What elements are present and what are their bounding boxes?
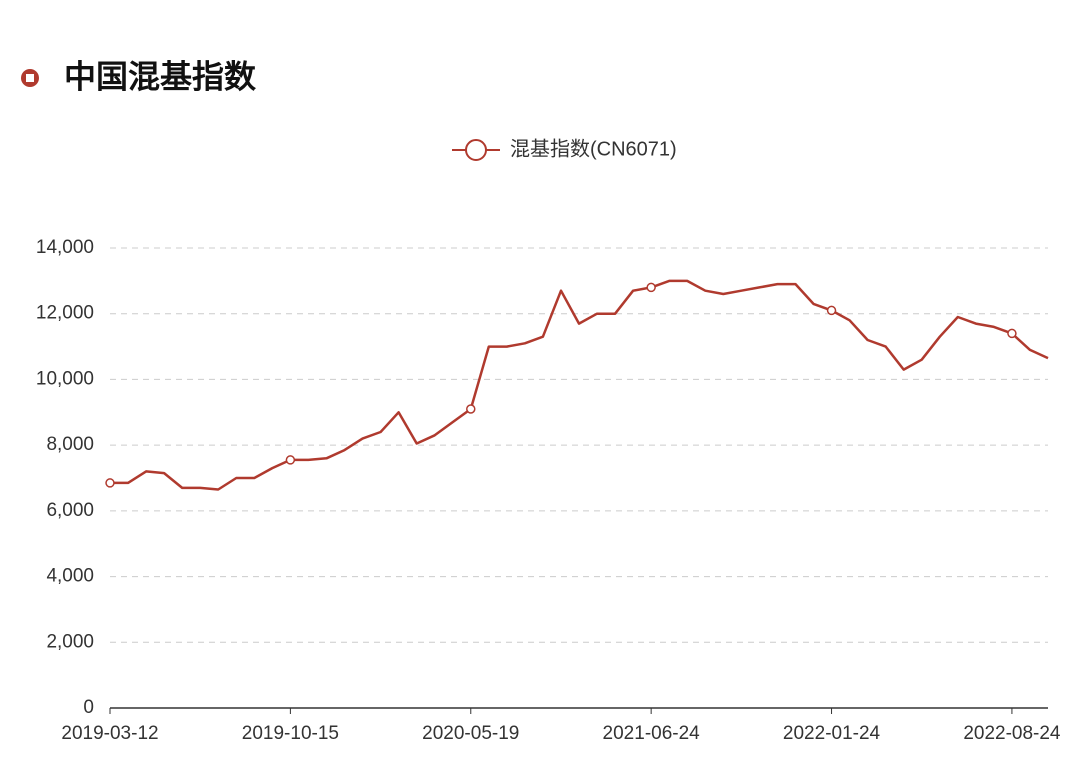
point [1007,328,1017,339]
point [466,404,476,414]
x-tick-label: 2019-03-12 [61,723,158,744]
point [285,455,296,465]
point [646,282,656,293]
x-tick-label: 2019-10-15 [242,723,339,744]
x-tick-label: 2021-06-24 [603,723,701,744]
legend-label: 混基指数(CN6071) [510,137,677,160]
legend-marker [465,139,487,161]
series-line [110,279,1049,491]
chart-title: 中国混基指数 [64,58,257,94]
y-tick-label: 4,000 [46,566,94,587]
point [105,478,115,488]
y-tick-label: 10,000 [36,368,94,389]
y-tick-label: 2,000 [46,631,94,652]
title-icon-inner [26,74,34,82]
y-tick-label: 12,000 [36,303,94,324]
y-tick-label: 6,000 [46,500,94,521]
y-tick-label: 0 [83,697,94,718]
y-tick-label: 14,000 [36,237,94,258]
y-tick-label: 8,000 [46,434,94,455]
point [826,305,837,316]
x-tick-label: 2022-08-24 [963,723,1061,744]
x-tick-label: 2022-01-24 [783,723,881,744]
x-tick-label: 2020-05-19 [422,723,519,744]
